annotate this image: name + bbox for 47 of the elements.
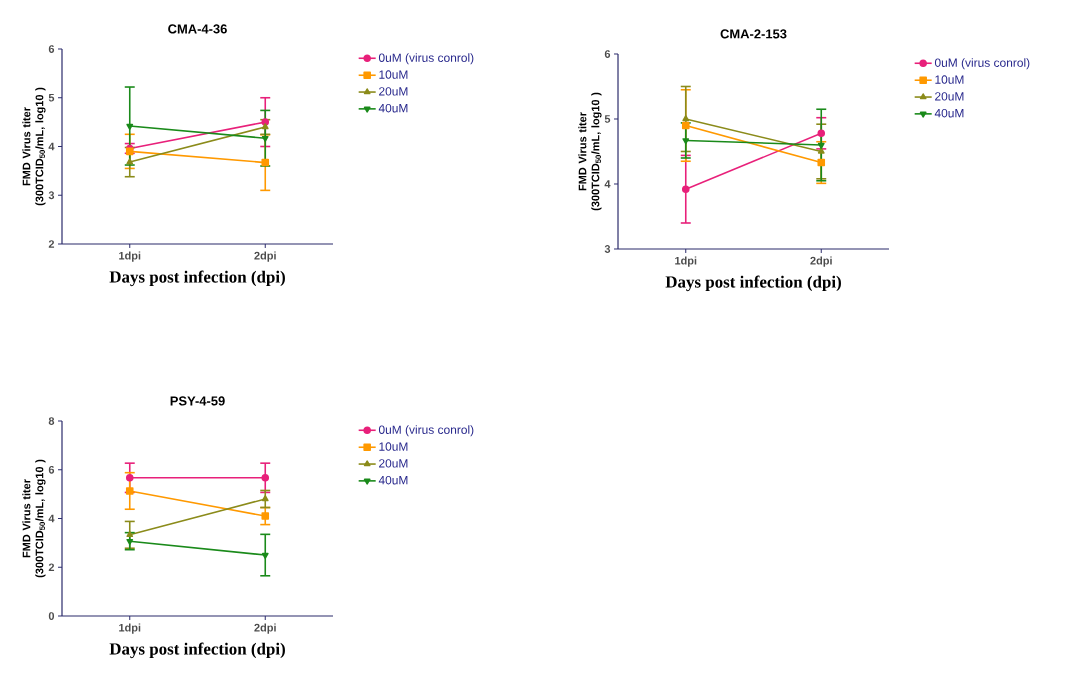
- y-tick-label: 5: [48, 93, 55, 102]
- legend-label: 0uM (virus conrol): [378, 53, 474, 65]
- x-tick-label: 1dpi: [119, 251, 141, 262]
- legend-label: 10uM: [379, 442, 408, 451]
- x-axis-title: Days post infection (dpi): [665, 275, 841, 292]
- point: [261, 158, 270, 167]
- point: [261, 474, 270, 482]
- x-axis-title: Days post infection (dpi): [109, 270, 285, 287]
- y-tick-label: 4: [48, 514, 55, 523]
- point: [125, 487, 134, 495]
- point: [681, 121, 690, 130]
- legend-label: 40uM: [934, 108, 964, 118]
- y-tick-label: 6: [48, 45, 55, 53]
- y-tick-label: 6: [604, 50, 611, 58]
- y-tick-label: 2: [48, 563, 55, 572]
- legend-label: 40uM: [378, 103, 408, 113]
- chart-title: CMA-2-153: [720, 29, 787, 39]
- x-tick-label: 2dpi: [810, 256, 832, 267]
- legend-label: 0uM (virus conrol): [378, 425, 474, 437]
- legend-label: 20uM: [379, 87, 408, 96]
- y-tick-label: 3: [604, 245, 611, 253]
- y-tick-label: 6: [48, 465, 55, 474]
- legend-label: 20uM: [935, 92, 964, 101]
- chart-title: PSY-4-59: [170, 396, 225, 406]
- point: [681, 185, 690, 193]
- y-tick-label: 0: [48, 612, 55, 620]
- point: [261, 512, 270, 520]
- x-tick-label: 1dpi: [119, 623, 141, 634]
- x-tick-label: 2dpi: [254, 251, 276, 262]
- y-tick-label: 2: [48, 240, 55, 248]
- chart-title: CMA-4-36: [168, 24, 227, 34]
- y-tick-label: 8: [48, 417, 55, 425]
- point: [817, 158, 826, 167]
- legend-label: 20uM: [379, 459, 408, 468]
- legend-label: 10uM: [935, 75, 964, 84]
- point: [125, 474, 134, 482]
- y-tick-label: 5: [604, 115, 611, 123]
- x-tick-label: 1dpi: [675, 256, 697, 267]
- legend-label: 10uM: [379, 70, 408, 79]
- y-tick-label: 4: [48, 142, 55, 151]
- legend-label: 0uM (virus conrol): [934, 58, 1030, 70]
- x-tick-label: 2dpi: [254, 623, 276, 634]
- legend-label: 40uM: [378, 475, 408, 485]
- point: [817, 129, 826, 138]
- x-axis-title: Days post infection (dpi): [109, 642, 285, 659]
- y-tick-label: 3: [48, 191, 55, 200]
- y-tick-label: 4: [604, 180, 611, 188]
